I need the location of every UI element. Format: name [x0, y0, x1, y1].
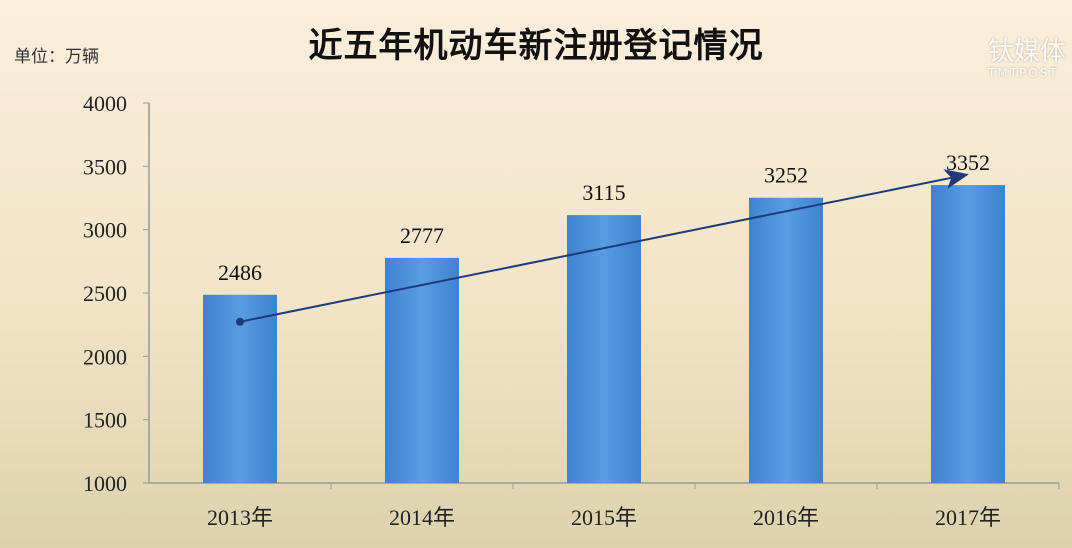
data-label: 3352	[946, 150, 990, 175]
watermark-logo: 钛媒体 TMTPOST	[988, 38, 1068, 80]
x-tick-label: 2015年	[571, 505, 637, 530]
y-axis-unit-label: 单位：万辆	[14, 47, 99, 67]
data-label: 3252	[764, 163, 808, 188]
trend-arrow	[239, 169, 969, 323]
x-tick-label: 2016年	[753, 505, 819, 530]
watermark-text: 钛媒体	[988, 37, 1067, 67]
bar-2013年	[203, 294, 277, 483]
y-tick-label: 1500	[83, 408, 127, 433]
y-tick-label: 3500	[83, 154, 127, 179]
x-tick-label: 2013年	[207, 505, 273, 530]
bar-2017年	[931, 185, 1005, 483]
y-tick-label: 3000	[83, 218, 127, 243]
bar-2016年	[749, 197, 823, 483]
chart-title: 近五年机动车新注册登记情况	[308, 26, 764, 66]
watermark-subtext: TMTPOST	[988, 66, 1059, 80]
data-label: 2777	[400, 223, 444, 248]
y-tick-label: 2000	[83, 344, 127, 369]
y-tick-label: 1000	[83, 471, 127, 496]
data-label: 3115	[582, 180, 625, 205]
y-tick-label: 2500	[83, 281, 127, 306]
bar-2015年	[567, 215, 641, 483]
y-tick-label: 4000	[83, 91, 127, 116]
x-tick-label: 2014年	[389, 505, 455, 530]
data-label: 2486	[218, 260, 262, 285]
x-tick-label: 2017年	[935, 505, 1001, 530]
bar-2014年	[385, 257, 459, 483]
